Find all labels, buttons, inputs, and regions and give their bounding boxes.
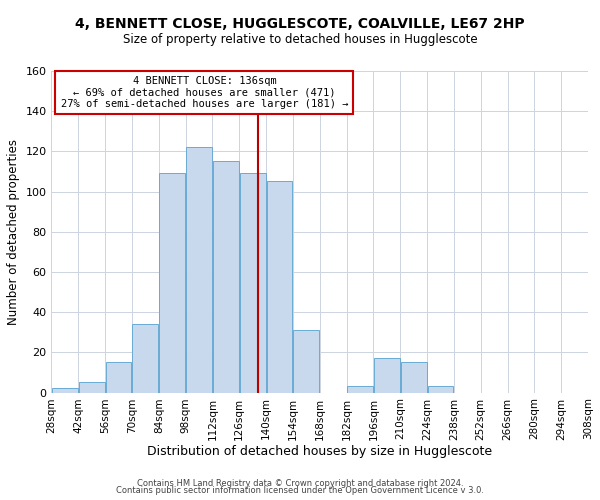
Bar (428, 386, 454, 392)
Text: Contains public sector information licensed under the Open Government Licence v : Contains public sector information licen… (116, 486, 484, 495)
Bar (374, 358, 400, 392)
Text: 4 BENNETT CLOSE: 136sqm
← 69% of detached houses are smaller (471)
27% of semi-d: 4 BENNETT CLOSE: 136sqm ← 69% of detache… (61, 76, 348, 109)
X-axis label: Distribution of detached houses by size in Hugglescote: Distribution of detached houses by size … (147, 445, 493, 458)
Bar (79, 382, 104, 392)
Bar (159, 174, 185, 392)
Bar (347, 386, 373, 392)
Bar (52, 388, 78, 392)
Text: Contains HM Land Registry data © Crown copyright and database right 2024.: Contains HM Land Registry data © Crown c… (137, 478, 463, 488)
Y-axis label: Number of detached properties: Number of detached properties (7, 138, 20, 324)
Bar (186, 148, 212, 392)
Bar (133, 324, 158, 392)
Bar (106, 362, 131, 392)
Bar (213, 162, 239, 392)
Text: 4, BENNETT CLOSE, HUGGLESCOTE, COALVILLE, LE67 2HP: 4, BENNETT CLOSE, HUGGLESCOTE, COALVILLE… (75, 18, 525, 32)
Text: Size of property relative to detached houses in Hugglescote: Size of property relative to detached ho… (122, 32, 478, 46)
Bar (266, 182, 292, 392)
Bar (401, 362, 427, 392)
Bar (293, 330, 319, 392)
Bar (240, 174, 266, 392)
